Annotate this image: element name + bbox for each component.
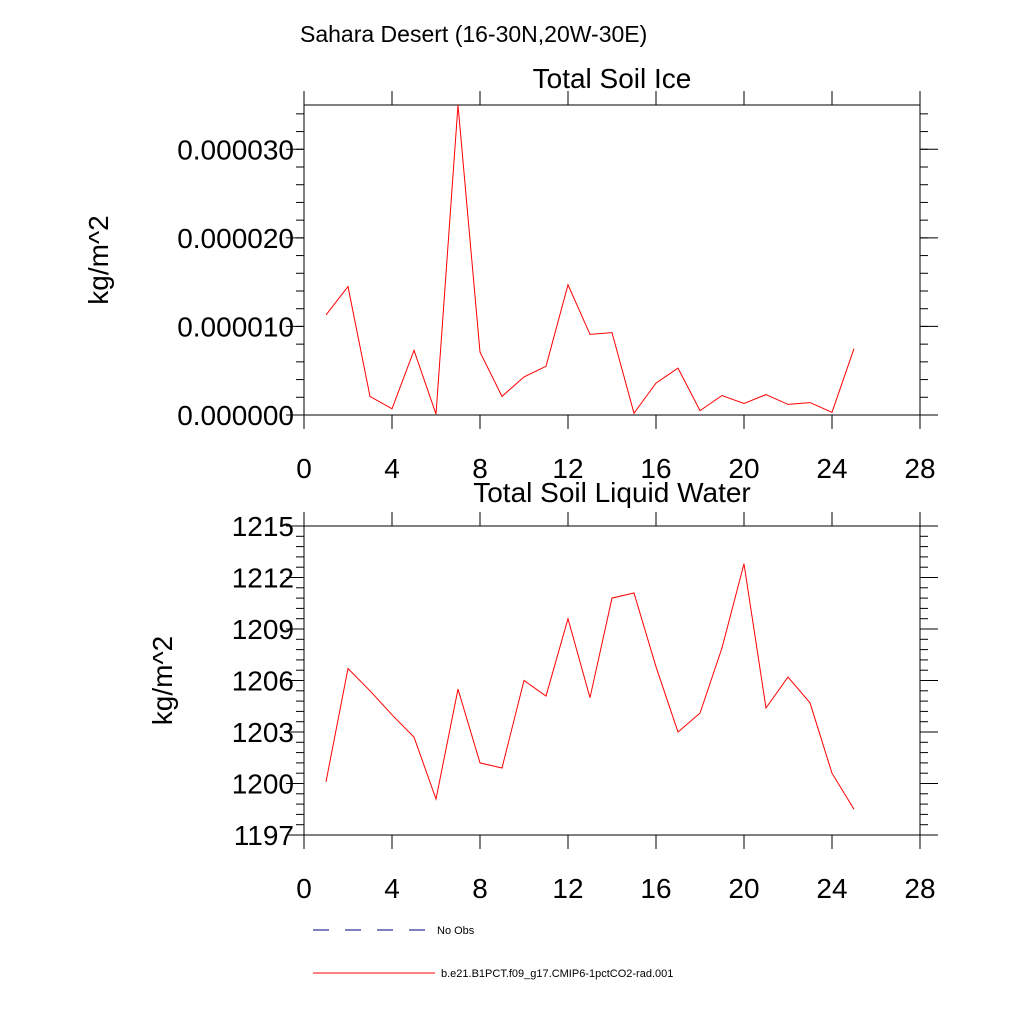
series-line — [325, 104, 855, 415]
x-tick-label: 16 — [640, 453, 671, 484]
y-axis-label: kg/m^2 — [83, 215, 114, 304]
x-tick-label: 8 — [472, 873, 488, 904]
y-tick-label: 1200 — [232, 769, 294, 800]
x-tick-label: 28 — [904, 453, 935, 484]
legend: No Obs b.e21.B1PCT.f09_g17.CMIP6-1pctCO2… — [313, 925, 673, 980]
panel-title: Total Soil Ice — [533, 63, 692, 94]
x-tick-label: 0 — [296, 873, 312, 904]
x-tick-label: 12 — [552, 453, 583, 484]
x-tick-label: 4 — [384, 873, 400, 904]
legend-model-label: b.e21.B1PCT.f09_g17.CMIP6-1pctCO2-rad.00… — [441, 968, 673, 980]
x-tick-label: 0 — [296, 453, 312, 484]
y-axis-label: kg/m^2 — [147, 636, 178, 725]
x-tick-label: 28 — [904, 873, 935, 904]
x-tick-label: 24 — [816, 453, 847, 484]
figure-title: Sahara Desert (16-30N,20W-30E) — [300, 21, 647, 47]
y-tick-label: 0.000010 — [177, 311, 294, 342]
x-tick-label: 12 — [552, 873, 583, 904]
y-tick-label: 0.000020 — [177, 223, 294, 254]
legend-obs-label: No Obs — [437, 925, 475, 937]
x-tick-label: 8 — [472, 453, 488, 484]
x-tick-label: 16 — [640, 873, 671, 904]
x-tick-label: 4 — [384, 453, 400, 484]
y-tick-label: 1197 — [234, 820, 294, 851]
y-tick-label: 1212 — [232, 563, 294, 594]
y-tick-label: 1209 — [232, 614, 294, 645]
plot-frame — [303, 104, 921, 416]
y-tick-label: 0.000000 — [177, 400, 294, 431]
panel-title: Total Soil Liquid Water — [473, 477, 751, 508]
panel-total-soil-ice: Total Soil Ice 0 4 8 12 16 20 24 28 0.000000 0.000… — [83, 63, 938, 484]
x-tick-label: 20 — [728, 873, 759, 904]
y-tick-label: 1203 — [232, 717, 294, 748]
plot-frame — [303, 525, 921, 836]
y-tick-label: 0.000030 — [177, 134, 294, 165]
x-tick-label: 24 — [816, 873, 847, 904]
y-tick-label: 1206 — [232, 666, 294, 697]
x-tick-label: 20 — [728, 453, 759, 484]
y-tick-label: 1215 — [232, 511, 294, 542]
panel-total-soil-liquid-water: Total Soil Liquid Water 0 4 8 12 16 20 24 28 1197… — [147, 477, 938, 904]
series-line — [325, 563, 855, 810]
